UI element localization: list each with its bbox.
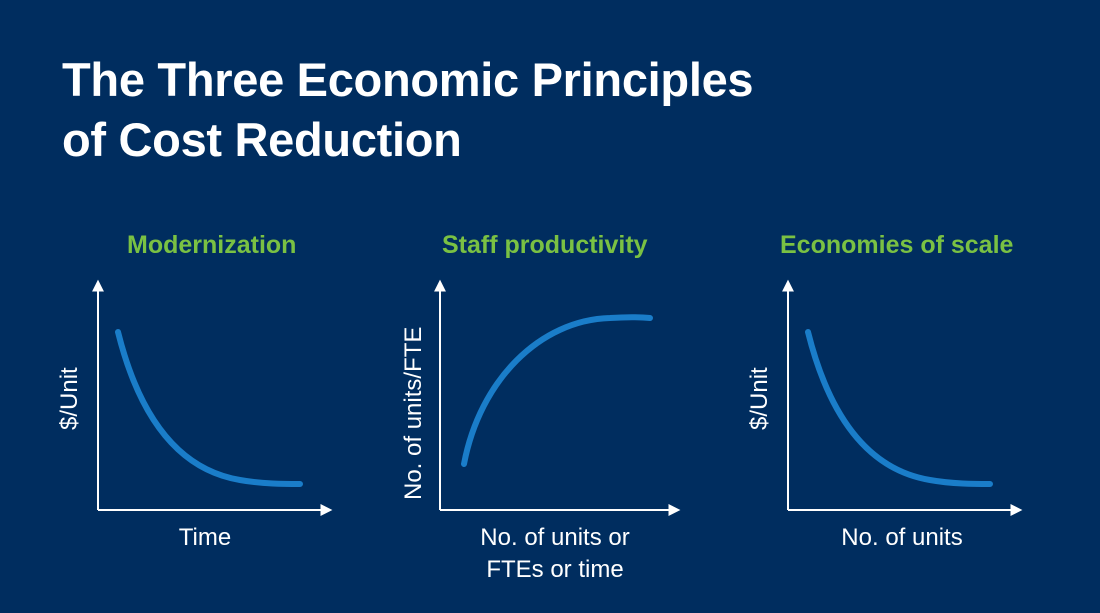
economies-of-scale-cost-curve [805, 329, 993, 487]
page-title-line-1: The Three Economic Principles [62, 53, 754, 106]
panel-economies-of-scale-graph [782, 279, 1023, 516]
ylabel-modernization: $/Unit [56, 367, 83, 430]
page-title-line-2: of Cost Reduction [62, 113, 462, 166]
panel-modernization-graph [92, 279, 333, 516]
xlabel-economies-of-scale: No. of units [822, 522, 982, 554]
panel-staff-productivity-graph [434, 279, 681, 516]
xlabel-staff-productivity-line-1: No. of units or [480, 524, 630, 551]
ylabel-staff-productivity: No. of units/FTE [400, 326, 427, 500]
heading-modernization: Modernization [127, 231, 297, 259]
ylabel-economies-of-scale: $/Unit [746, 367, 773, 430]
heading-economies-of-scale: Economies of scale [780, 231, 1014, 259]
heading-staff-productivity: Staff productivity [442, 231, 648, 259]
xlabel-modernization-line-1: Time [178, 524, 232, 551]
modernization-cost-curve [115, 329, 303, 487]
staff-productivity-curve [461, 314, 653, 467]
page-title: The Three Economic Principles of Cost Re… [62, 50, 962, 170]
xlabel-staff-productivity: No. of units or FTEs or time [455, 522, 655, 586]
xlabel-staff-productivity-line-2: FTEs or time [486, 556, 624, 583]
xlabel-modernization: Time [140, 522, 270, 554]
xlabel-economies-of-scale-line-1: No. of units [841, 524, 963, 551]
